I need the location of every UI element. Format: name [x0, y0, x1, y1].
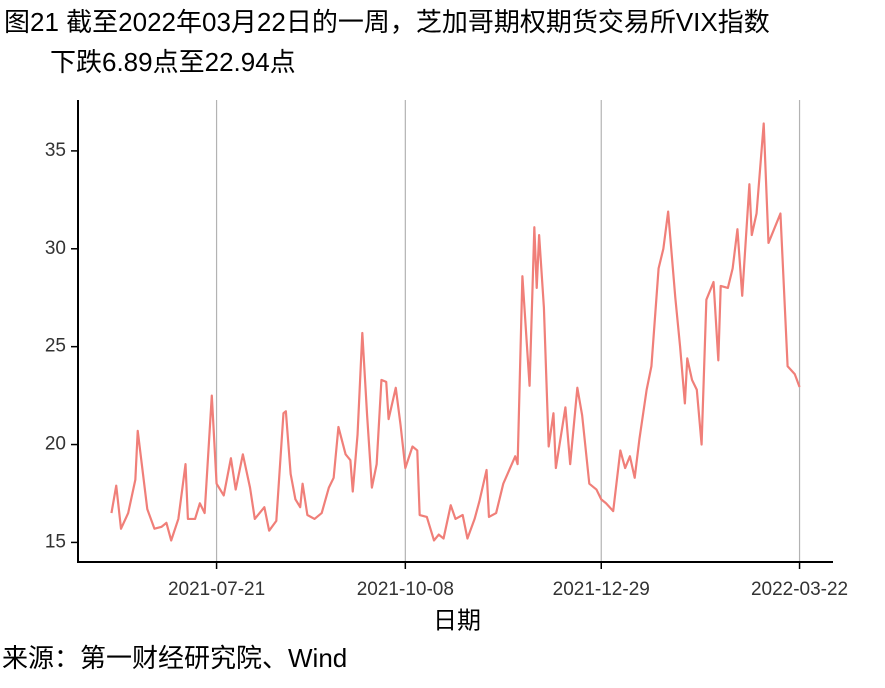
line-series	[110, 122, 801, 542]
x-tick-label: 2021-07-21	[168, 579, 265, 600]
y-tick-label: 15	[45, 531, 66, 552]
x-tick-label: 2021-10-08	[357, 579, 454, 600]
x-tick-label: 2021-12-29	[553, 579, 650, 600]
x-axis-label: 日期	[433, 607, 481, 634]
chart-title: 下跌6.89点至22.94点	[50, 47, 296, 77]
chart-title: 图21 截至2022年03月22日的一周，芝加哥期权期货交易所VIX指数	[4, 7, 770, 37]
y-tick-label: 35	[45, 140, 66, 161]
source: 来源：第一财经研究院、Wind	[2, 643, 347, 673]
y-tick-label: 30	[45, 238, 66, 259]
y-tick-label: 25	[45, 336, 66, 357]
y-tick-label: 20	[45, 434, 66, 455]
x-tick-label: 2022-03-22	[751, 579, 848, 600]
